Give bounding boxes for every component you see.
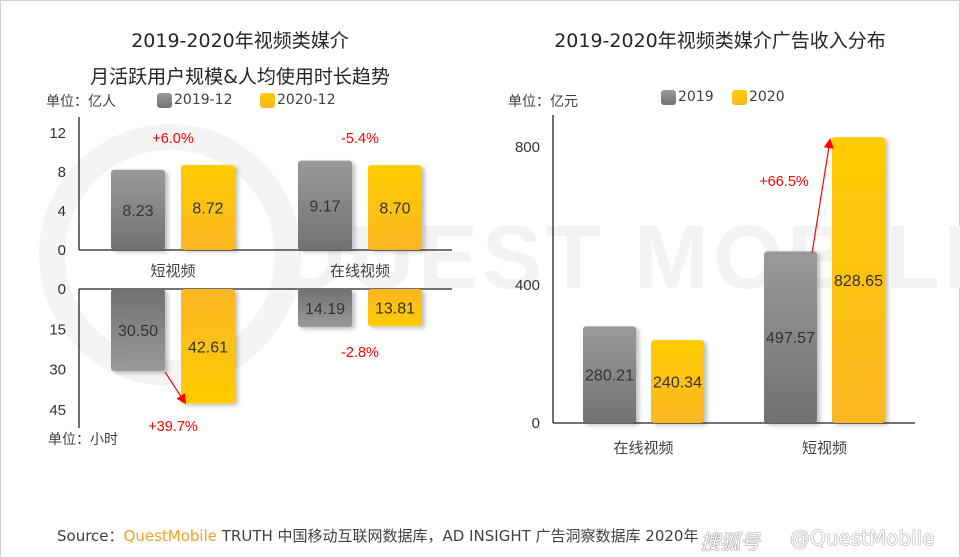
revenue-y-tick-label: 400	[515, 277, 540, 294]
source-text: TRUTH 中国移动互联网数据库，AD INSIGHT 广告洞察数据库 2020…	[216, 527, 699, 545]
users-bar-value-label: 8.72	[192, 200, 223, 217]
users-growth-label: +6.0%	[152, 131, 194, 147]
revenue-growth-label: +66.5%	[759, 174, 809, 190]
hours-bar-2019-12	[298, 289, 352, 328]
hours-bar-2020-12	[368, 289, 422, 327]
legend-swatch-yellow	[732, 89, 747, 105]
legend-label: 2020-12	[277, 92, 336, 108]
revenue-bar-value-label: 280.21	[585, 368, 634, 385]
left-unit-label-users: 单位：亿人	[46, 94, 116, 110]
hours-bar-2019-12	[111, 289, 165, 372]
source-footnote: Source：QuestMobile TRUTH 中国移动互联网数据库，AD I…	[57, 525, 698, 546]
legend-label: 2020	[749, 89, 785, 105]
users-y-tick-label: 12	[49, 125, 66, 142]
legend-swatch-gray	[157, 92, 172, 108]
revenue-bar-value-label: 497.57	[766, 330, 815, 347]
hours-bar-value-label: 13.81	[375, 301, 415, 318]
revenue-growth-arrow	[811, 138, 834, 254]
left-chart-title-line1: 2019-2020年视频类媒介	[131, 30, 349, 52]
source-prefix: Source：	[57, 527, 124, 545]
users-category-label: 短视频	[150, 262, 195, 280]
users-bar-2020-12	[368, 165, 422, 250]
hours-y-tick-label: 15	[49, 321, 66, 338]
hours-y-tick-label: 0	[58, 281, 66, 298]
legend-swatch-yellow	[260, 92, 275, 108]
watermark-logo-ring	[39, 124, 301, 386]
legend-label: 2019-12	[174, 92, 233, 108]
legend-label: 2019	[678, 89, 714, 105]
users-bar-value-label: 9.17	[309, 198, 340, 215]
users-bar-value-label: 8.70	[379, 201, 410, 218]
users-y-tick-label: 8	[58, 164, 66, 181]
users-y-tick-label: 0	[58, 242, 66, 259]
users-growth-label: -5.4%	[341, 131, 379, 147]
revenue-bar-2019	[764, 251, 817, 423]
revenue-bar-2020	[651, 340, 704, 423]
users-bar-2019-12	[111, 169, 165, 250]
left-chart-hours-panel: 0 15 30 45 30.50 42.61 14.19 13.81 +39.7% -2.8%	[49, 281, 452, 435]
hours-growth-label: -2.8%	[341, 345, 379, 361]
users-bar-value-label: 8.23	[122, 203, 153, 220]
users-bar-2020-12	[181, 164, 235, 250]
users-bar-2019-12	[298, 160, 352, 250]
left-chart-title-line2: 月活跃用户规模&人均使用时长趋势	[90, 66, 390, 88]
left-unit-label-hours: 单位：小时	[48, 432, 118, 448]
revenue-bar-value-label: 240.34	[653, 375, 702, 392]
hours-growth-label: +39.7%	[148, 419, 198, 435]
hours-y-tick-label: 30	[49, 362, 66, 379]
revenue-y-tick-label: 800	[515, 139, 540, 156]
users-y-tick-label: 4	[58, 203, 66, 220]
source-brand: QuestMobile	[123, 527, 217, 545]
hours-bar-value-label: 14.19	[305, 301, 345, 318]
credit-platform: 搜狐号	[700, 530, 760, 554]
users-category-label: 在线视频	[330, 262, 390, 280]
hours-bar-value-label: 30.50	[118, 323, 158, 340]
right-legend-2019: 2019	[661, 89, 714, 105]
hours-y-tick-label: 45	[49, 402, 66, 419]
right-legend-2020: 2020	[732, 89, 785, 105]
revenue-y-tick-label: 0	[532, 415, 540, 432]
right-chart-ad-revenue: 0 400 800 在线视频 280.21 240.34 短视频 497.57 828.65 +6…	[515, 115, 915, 457]
credit-handle: @QuestMobile	[790, 526, 935, 550]
hours-growth-arrow	[164, 371, 187, 405]
right-unit-label: 单位：亿元	[508, 94, 578, 110]
revenue-bar-2020	[832, 137, 885, 423]
hours-bar-2020-12	[181, 289, 235, 404]
revenue-bar-2019	[583, 326, 636, 423]
left-legend-2020: 2020-12	[260, 92, 336, 108]
left-legend-2019: 2019-12	[157, 92, 233, 108]
legend-swatch-gray	[661, 89, 676, 105]
revenue-category-label: 在线视频	[613, 439, 673, 457]
revenue-bar-value-label: 828.65	[834, 273, 883, 290]
left-chart-users-panel: 0 4 8 12 短视频 8.23 8.72 +6.0% 在线视频 9.17 8.70 -5.4%	[49, 117, 452, 280]
revenue-category-label: 短视频	[802, 439, 847, 457]
hours-bar-value-label: 42.61	[188, 339, 228, 356]
right-chart-title: 2019-2020年视频类媒介广告收入分布	[554, 30, 886, 52]
